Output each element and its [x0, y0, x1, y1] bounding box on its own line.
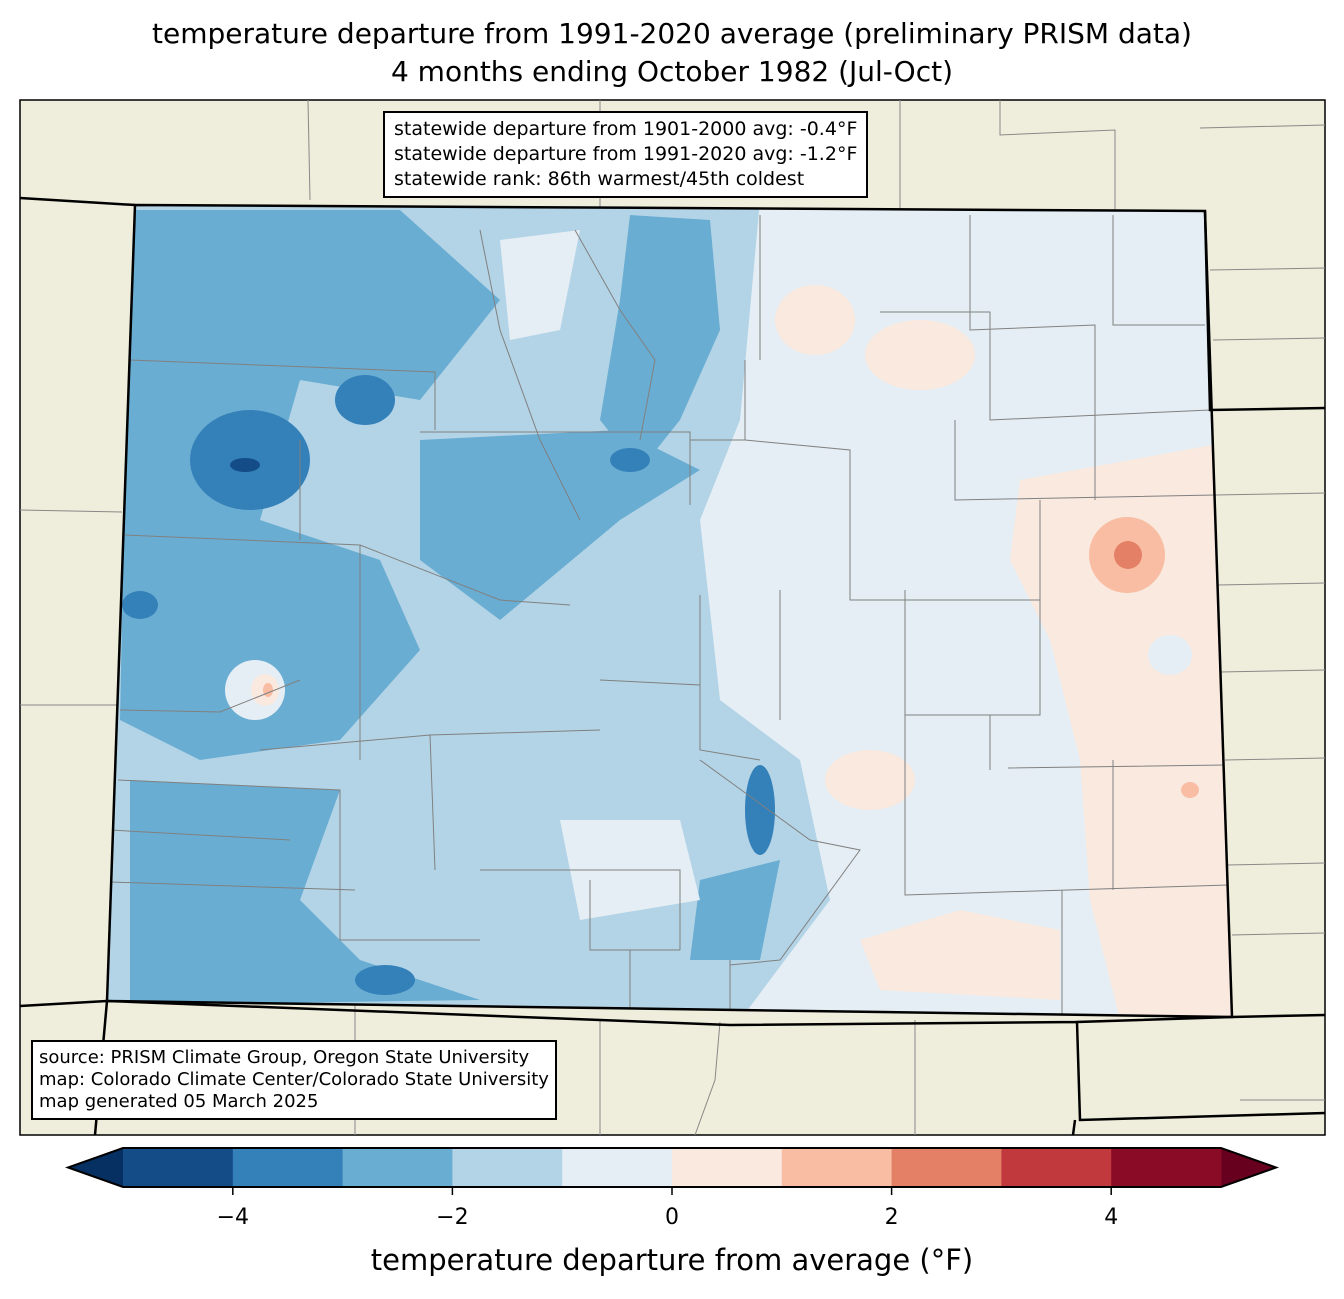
colorbar-tick-label: −2 [436, 1205, 469, 1230]
statewide-stats-box: statewide departure from 1901-2000 avg: … [383, 111, 869, 198]
stat-1991-2020: statewide departure from 1991-2020 avg: … [394, 143, 858, 165]
colorbar [65, 1147, 1279, 1195]
county-lines [109, 215, 1231, 1017]
neighbor-county-lines [19, 99, 1326, 1136]
colorbar-bin [342, 1148, 453, 1187]
colorbar-tick-label: −4 [216, 1205, 250, 1230]
source-generated: map generated 05 March 2025 [39, 1091, 319, 1112]
stat-1901-2000: statewide departure from 1901-2000 avg: … [394, 118, 858, 140]
colorbar-bin [672, 1148, 783, 1187]
colorbar-under-arrow [68, 1148, 123, 1187]
colorbar-over-arrow [1221, 1148, 1276, 1187]
colorbar-bin [562, 1148, 673, 1187]
colorbar-bin [1001, 1148, 1112, 1187]
colorbar-bin [232, 1148, 344, 1187]
colorbar-outline [65, 1147, 1279, 1188]
colorbar-tick-label: 4 [1104, 1205, 1119, 1230]
source-map: map: Colorado Climate Center/Colorado St… [39, 1069, 549, 1090]
title-line-2: 4 months ending October 1982 (Jul-Oct) [390, 55, 954, 88]
colorbar-bin [781, 1148, 893, 1187]
source-box: source: PRISM Climate Group, Oregon Stat… [31, 1040, 557, 1120]
colorbar-bin [452, 1148, 563, 1187]
colorbar-label: temperature departure from average (°F) [370, 1243, 974, 1277]
colorbar-bin [891, 1148, 1002, 1187]
state-borders [19, 196, 1326, 1136]
colorbar-bin [1111, 1148, 1222, 1187]
colorbar-tick-label: 2 [884, 1205, 899, 1230]
colorbar-tick-label: 0 [665, 1205, 679, 1230]
source-prism: source: PRISM Climate Group, Oregon Stat… [39, 1047, 530, 1068]
colorbar-bin [123, 1148, 234, 1187]
stat-rank: statewide rank: 86th warmest/45th coldes… [394, 168, 805, 190]
title-line-1: temperature departure from 1991-2020 ave… [152, 17, 1192, 50]
temperature-field [107, 205, 1232, 1017]
